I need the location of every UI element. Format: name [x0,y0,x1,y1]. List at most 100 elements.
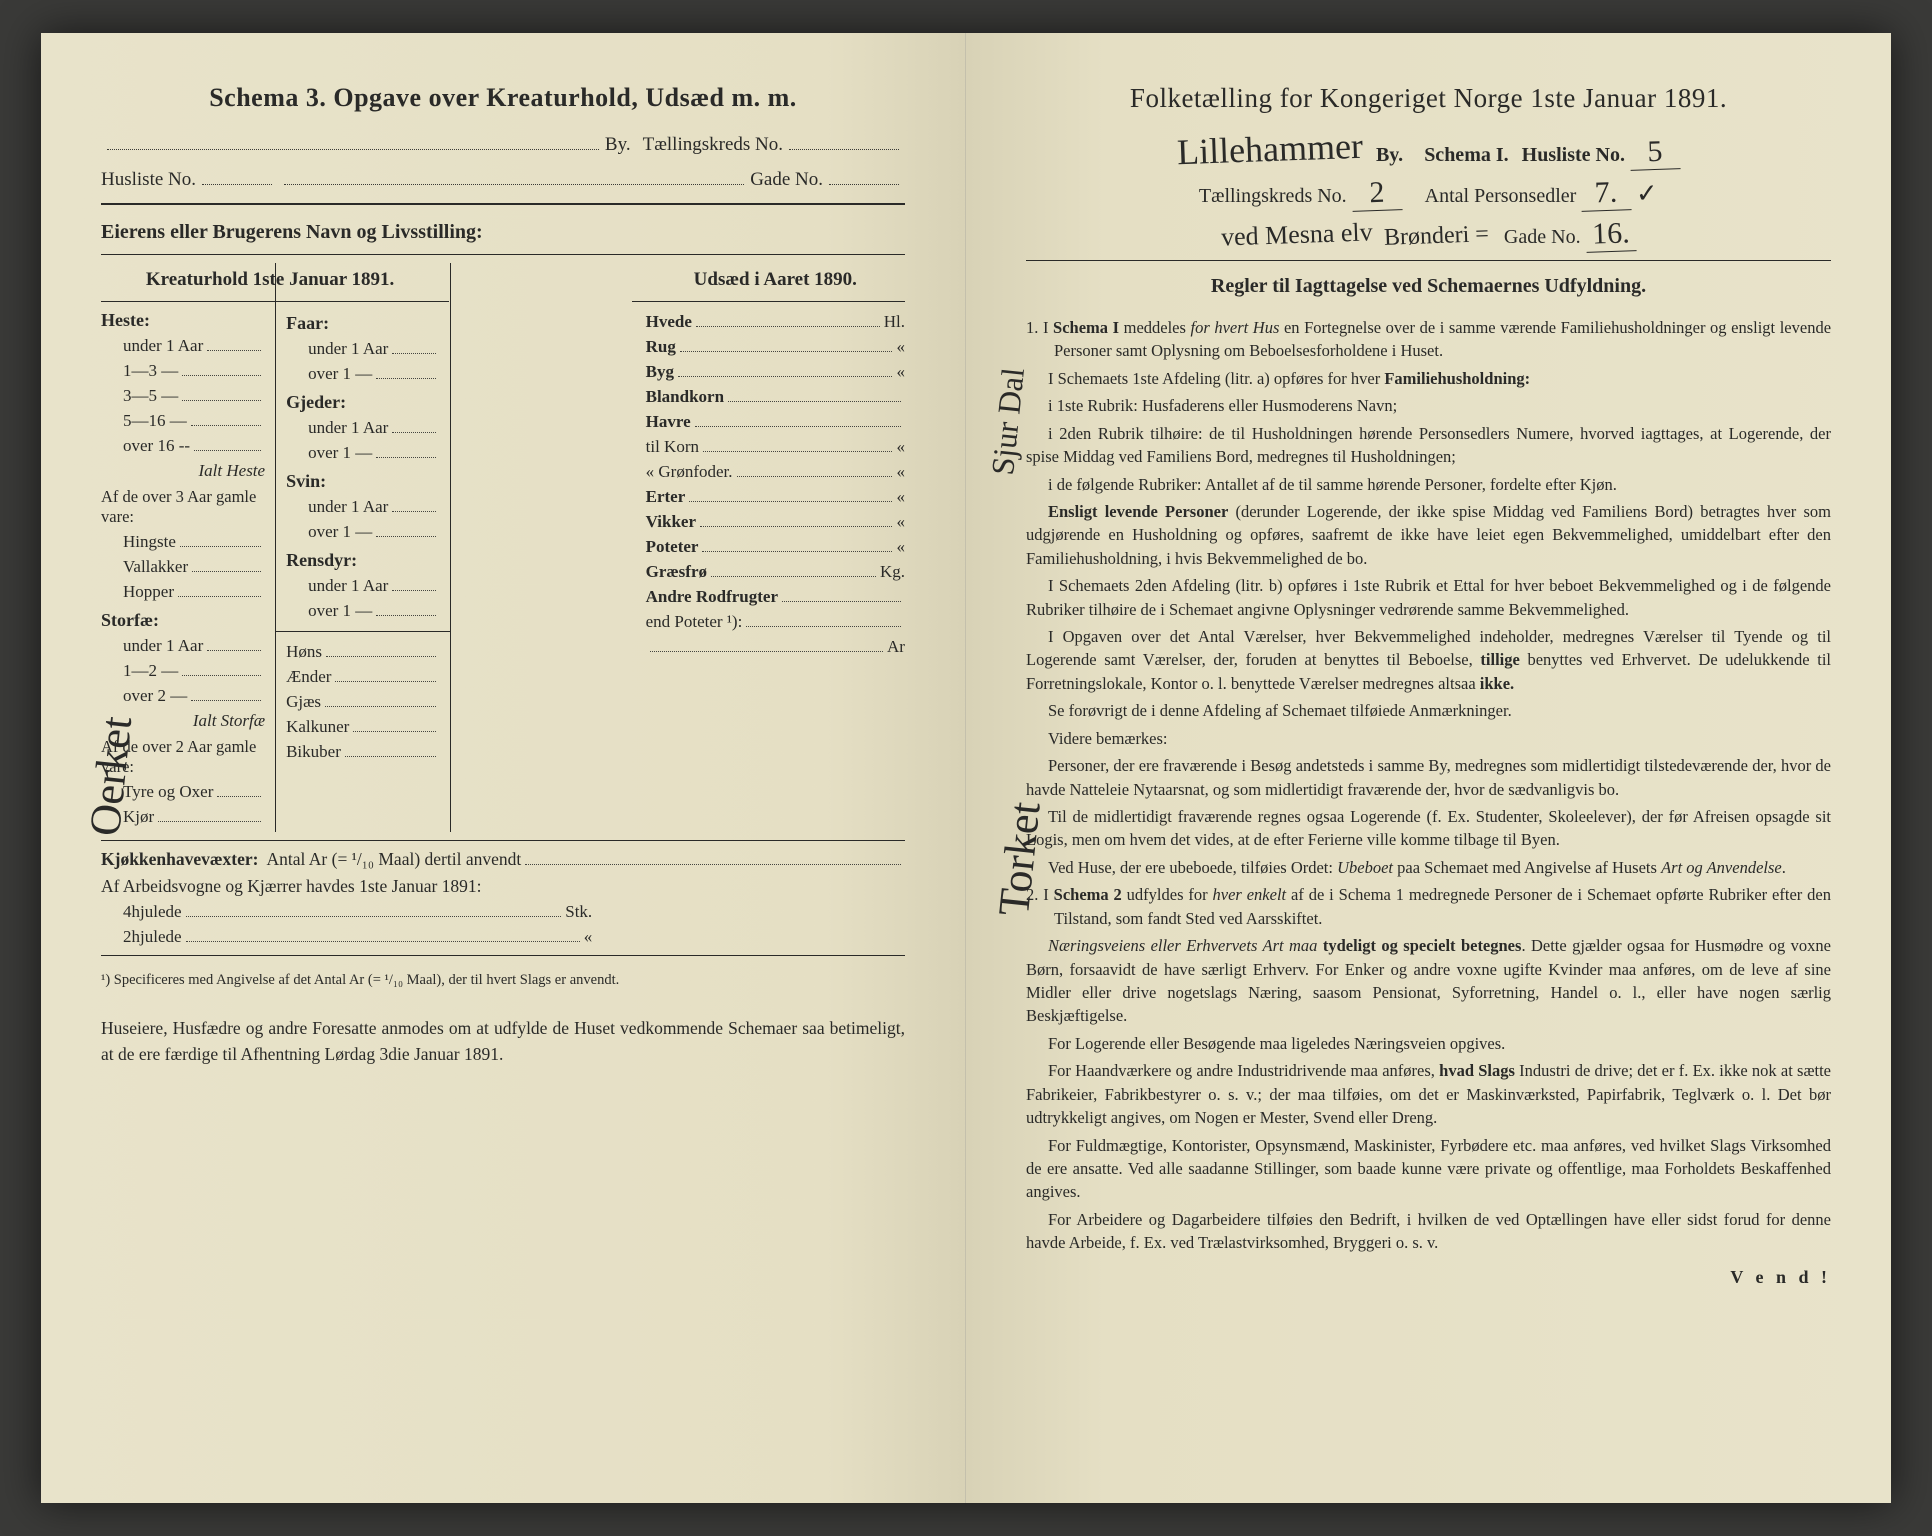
taelling-line: Tællingskreds No. 2 Antal Personsedler 7… [1026,176,1831,211]
footnote: ¹) Specificeres med Angivelse af det Ant… [101,970,905,991]
rule-paragraph: Se forøvrigt de i denne Afdeling af Sche… [1026,699,1831,722]
rules-text: 1. I Schema I meddeles for hvert Hus en … [1026,316,1831,1255]
rule-paragraph: 2. I Schema 2 udfyldes for hver enkelt a… [1026,883,1831,930]
col-header-udsaed: Udsæd i Aaret 1890. [632,263,905,302]
storfae-sub-row: Kjør [123,807,265,827]
eier-label: Eierens eller Brugerens Navn og Livsstil… [101,221,905,244]
col2-group-label: Gjeder: [286,392,440,413]
col3-row: end Poteter ¹): [646,612,905,632]
rule-paragraph: I Schemaets 2den Afdeling (litr. b) opfø… [1026,574,1831,621]
rule-paragraph: Ved Huse, der ere ubeboede, tilføies Ord… [1026,856,1831,879]
heste-sub-row: Hopper [123,582,265,602]
col3-row: HvedeHl. [646,312,905,332]
col2-single-row: Høns [286,642,440,662]
schema3-title: Schema 3. Opgave over Kreaturhold, Udsæd… [101,83,905,113]
rule-paragraph: i 1ste Rubrik: Husfaderens eller Husmode… [1026,394,1831,417]
husliste-label: Husliste No. [101,169,196,191]
by-line: By. Tællingskreds No. [101,131,905,156]
col2-single-row: Bikuber [286,742,440,762]
rule-paragraph: i 2den Rubrik tilhøire: de til Husholdni… [1026,422,1831,469]
col2-row: over 1 — [286,364,440,384]
rule-paragraph: I Schemaets 1ste Afdeling (litr. a) opfø… [1026,367,1831,390]
ialt-heste: Ialt Heste [101,461,265,481]
col3-row: Byg« [646,362,905,382]
rule-paragraph: i de følgende Rubriker: Antallet af de t… [1026,473,1831,496]
col3-row: « Grønfoder.« [646,462,905,482]
rule-paragraph: Til de midlertidigt fraværende regnes og… [1026,805,1831,852]
census-title: Folketælling for Kongeriget Norge 1ste J… [1026,83,1831,114]
rule-paragraph: Personer, der ere fraværende i Besøg and… [1026,754,1831,801]
col2-single-row: Kalkuner [286,717,440,737]
col3-row: Blandkorn [646,387,905,407]
col2-single-row: Gjæs [286,692,440,712]
heste-sub-row: Vallakker [123,557,265,577]
heste-label: Heste: [101,310,265,331]
book-spread: Oerket Schema 3. Opgave over Kreaturhold… [41,33,1891,1503]
heste-row: under 1 Aar [123,336,265,356]
rule-paragraph: For Haandværkere og andre Industridriven… [1026,1059,1831,1129]
columns-wrap: Kreaturhold 1ste Januar 1891. Heste: und… [101,263,905,832]
col3-row: Poteter« [646,537,905,557]
arbeid-label: Af Arbeidsvogne og Kjærrer havdes 1ste J… [101,876,905,897]
vend-label: V e n d ! [1026,1267,1831,1288]
right-page: Sjur Dal Torket Folketælling for Kongeri… [966,33,1891,1503]
col2-group-label: Svin: [286,471,440,492]
col2-row: under 1 Aar [286,497,440,517]
handwriting-margin-right-1: Sjur Dal [984,366,1032,477]
heste-row: 1—3 — [123,361,265,381]
col3-row: Vikker« [646,512,905,532]
heste-sub-row: Hingste [123,532,265,552]
kjokken-text: Antal Ar (= ¹/₁₀ Maal) dertil anvendt [266,849,521,870]
rule-paragraph: Næringsveiens eller Erhvervets Art maa t… [1026,934,1831,1028]
husliste-line: Husliste No. Gade No. [101,166,905,191]
by-schema-line: Lillehammer By. Schema I. Husliste No. 5 [1026,128,1831,170]
column-3: Udsæd i Aaret 1890. HvedeHl. Rug« Byg« Blan… [632,263,905,832]
storfae-sub-row: Tyre og Oxer [123,782,265,802]
husliste-hw: 5 [1629,134,1680,171]
heste-row: 5—16 — [123,411,265,431]
heste-row: 3—5 — [123,386,265,406]
col2-single-row: Ænder [286,667,440,687]
col3-row: Andre Rodfrugter [646,587,905,607]
col2-row: over 1 — [286,601,440,621]
heste-row: over 16 -- [123,436,265,456]
col2-group-label: Rensdyr: [286,550,440,571]
col3-row: Rug« [646,337,905,357]
closing-note: Huseiere, Husfædre og andre Foresatte an… [101,1015,905,1068]
col2-group-label: Faar: [286,313,440,334]
regler-title: Regler til Iagttagelse ved Schemaernes U… [1026,275,1831,298]
gade-hw2: Brønderi = [1384,221,1490,252]
kjokken-label: Kjøkkenhavevæxter: [101,849,258,870]
rule-paragraph: For Arbeidere og Dagarbeidere tilføies d… [1026,1208,1831,1255]
taelling-hw: 2 [1351,175,1402,212]
col2-row: under 1 Aar [286,576,440,596]
rule-paragraph: Videre bemærkes: [1026,727,1831,750]
over3-label: Af de over 3 Aar gamle vare: [101,487,265,527]
storfae-label: Storfæ: [101,610,265,631]
col3-row: GræsfrøKg. [646,562,905,582]
col2-row: under 1 Aar [286,418,440,438]
gade-label: Gade No. [750,169,823,191]
col2-row: under 1 Aar [286,339,440,359]
antal-hw: 7. [1581,175,1632,212]
col3-row: Havre [646,412,905,432]
column-2: Faar: under 1 Aar over 1 — Gjeder: under 1 A… [276,263,451,832]
col2-row: over 1 — [286,443,440,463]
kjokken-row: Kjøkkenhavevæxter: Antal Ar (= ¹/₁₀ Maal… [101,849,905,870]
rule-paragraph: 1. I Schema I meddeles for hvert Hus en … [1026,316,1831,363]
rule-paragraph: For Fuldmægtige, Kontorister, Opsynsmænd… [1026,1134,1831,1204]
rule-paragraph: I Opgaven over det Antal Værelser, hver … [1026,625,1831,695]
storfae-row: over 2 — [123,686,265,706]
gade-line: ved Mesna elv Brønderi = Gade No. 16. [1026,217,1831,252]
rule-paragraph: For Logerende eller Besøgende maa ligele… [1026,1032,1831,1055]
by-handwriting: Lillehammer [1176,125,1363,173]
col3-row: til Korn« [646,437,905,457]
gade-hw1: ved Mesna elv [1221,217,1374,252]
gade-number-hw: 16. [1585,216,1636,253]
col2-row: over 1 — [286,522,440,542]
left-page: Oerket Schema 3. Opgave over Kreaturhold… [41,33,966,1503]
col3-row: Erter« [646,487,905,507]
hjul2-row: 2hjulede« [123,927,592,947]
hjul4-row: 4hjuledeStk. [123,902,592,922]
col3-row: Ar [646,637,905,657]
